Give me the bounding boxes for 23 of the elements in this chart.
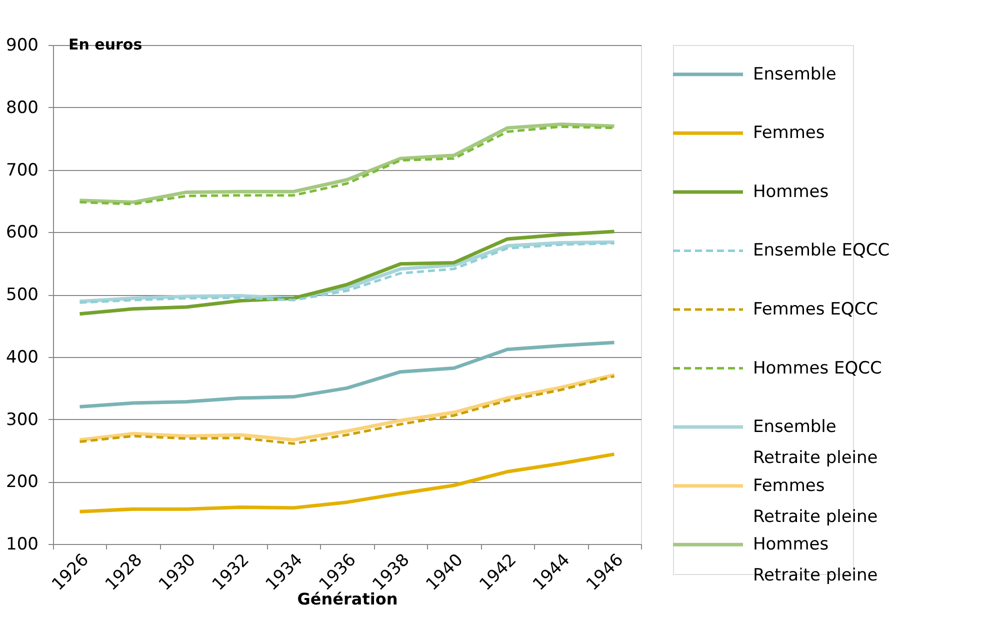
line-series xyxy=(78,452,616,514)
y-tick-label: 600 xyxy=(6,222,38,243)
line-series xyxy=(78,230,616,316)
legend-label: Ensemble xyxy=(753,64,836,84)
y-tick-label: 200 xyxy=(6,472,38,492)
y-tick-label: 800 xyxy=(6,98,38,118)
legend-label: Ensemble EQCC xyxy=(753,240,890,261)
legend-label: Hommes xyxy=(753,182,829,202)
y-tick-label: 700 xyxy=(6,160,38,180)
legend-label: Hommes Retraite pleine xyxy=(753,534,878,586)
legend-label: Femmes EQCC xyxy=(753,300,878,320)
y-axis-title: En euros xyxy=(68,36,142,54)
legend-label: Ensemble Retraite pleine xyxy=(753,417,878,468)
y-tick-label: 300 xyxy=(6,410,38,430)
line-series xyxy=(78,340,616,409)
y-tick-label: 100 xyxy=(6,534,38,554)
y-tick-label: 400 xyxy=(6,347,38,368)
x-axis-title: Génération xyxy=(297,589,398,608)
legend-label: Femmes Retraite pleine xyxy=(753,476,878,527)
y-tick-label: 500 xyxy=(6,285,38,305)
legend-label: Hommes EQCC xyxy=(753,358,882,378)
y-tick-label: 900 xyxy=(6,36,38,56)
legend-label: Femmes xyxy=(753,123,825,144)
